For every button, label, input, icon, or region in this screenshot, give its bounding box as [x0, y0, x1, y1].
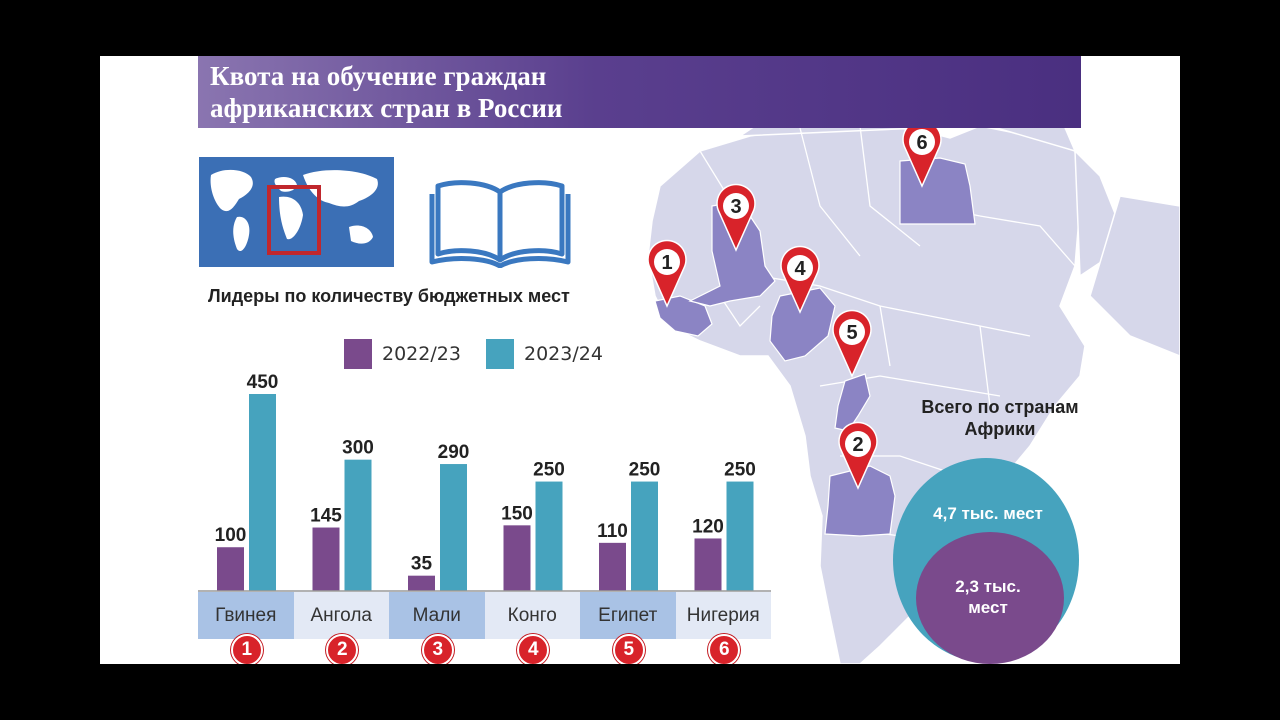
category-label: Гвинея [198, 592, 294, 639]
category-label: Египет [580, 592, 676, 639]
bar-2022-5 [694, 538, 722, 591]
category-label: Мали [389, 592, 485, 639]
map-marker-5: 5 [832, 309, 872, 378]
infographic-slide: 1 2 3 4 5 6 Квота на обучение граждан африкан… [100, 56, 1180, 664]
bar-2022-3 [503, 525, 531, 591]
bar-2023-4 [631, 481, 658, 591]
totals-circles [893, 458, 1079, 664]
map-marker-1: 1 [647, 239, 687, 308]
bar-value-label: 35 [411, 554, 433, 575]
chart-subtitle: Лидеры по количеству бюджетных мест [208, 286, 570, 306]
map-marker-label: 4 [794, 258, 806, 280]
highlighted-countries [654, 157, 976, 537]
rank-badge: 2 [326, 634, 359, 664]
legend-swatch-2022 [344, 339, 372, 369]
map-marker-label: 6 [916, 132, 927, 154]
map-marker-label: 1 [661, 252, 672, 274]
bar-value-label: 300 [342, 438, 374, 459]
bar-value-label: 250 [724, 460, 756, 481]
bar-value-label: 110 [597, 521, 628, 542]
map-marker-6: 6 [902, 119, 942, 188]
bar-value-label: 100 [215, 525, 247, 546]
map-guinea [654, 295, 713, 337]
bar-value-label: 290 [438, 442, 470, 463]
bar-2023-1 [344, 459, 372, 591]
bar-2023-5 [726, 481, 754, 591]
bar-2022-0 [217, 547, 244, 591]
bar-value-label: 150 [501, 503, 533, 524]
bar-2022-4 [599, 542, 626, 591]
total-2022-text: 2,3 тыс. мест [955, 577, 1021, 617]
map-mali [688, 200, 776, 307]
rank-badge: 1 [230, 634, 263, 664]
rank-badge: 3 [421, 634, 454, 664]
bar-2023-0 [249, 394, 276, 591]
rank-badge: 5 [612, 634, 645, 664]
page-title: Квота на обучение граждан африканских ст… [210, 61, 563, 123]
bar-value-label: 120 [692, 516, 724, 537]
title-bar: Квота на обучение граждан африканских ст… [198, 56, 1081, 128]
map-angola [824, 465, 896, 537]
legend-item-2023: 2023/24 [486, 338, 603, 370]
map-markers: 1 2 3 4 5 6 [647, 119, 942, 490]
category-label: Конго [484, 592, 580, 639]
bar-value-label: 450 [247, 372, 279, 393]
bar-2022-1 [312, 527, 340, 591]
africa-map: 1 2 3 4 5 6 [647, 95, 1180, 664]
category-label: Нигерия [675, 592, 771, 639]
bar-value-label: 145 [310, 506, 342, 527]
legend-swatch-2023 [486, 339, 514, 369]
book-icon [429, 180, 571, 268]
map-marker-4: 4 [780, 245, 820, 314]
rank-badge: 6 [708, 634, 741, 664]
map-marker-2: 2 [838, 421, 878, 490]
total-2023-text: 4,7 тыс. мест [933, 504, 1043, 523]
map-marker-label: 5 [846, 322, 857, 344]
map-nigeria [769, 287, 836, 362]
legend-label-2022: 2022/23 [382, 343, 461, 365]
bar-value-label: 250 [533, 460, 565, 481]
map-marker-label: 3 [730, 196, 741, 218]
world-map-icon [199, 157, 394, 267]
map-egypt [899, 157, 976, 225]
bar-2023-2 [440, 464, 467, 591]
bar-chart: 100 450 145 300 35 290 150 250 110 250 120 250 [198, 372, 771, 592]
bar-value-label: 250 [629, 460, 661, 481]
category-label: Ангола [293, 592, 389, 639]
map-marker-3: 3 [716, 183, 756, 252]
legend-item-2022: 2022/23 [344, 338, 461, 370]
total-label: Всего по странам Африки [921, 397, 1079, 439]
bar-2022-2 [408, 575, 435, 591]
bar-2023-3 [535, 481, 563, 591]
rank-badge: 4 [517, 634, 550, 664]
legend-label-2023: 2023/24 [524, 343, 603, 365]
map-marker-label: 2 [852, 434, 863, 456]
